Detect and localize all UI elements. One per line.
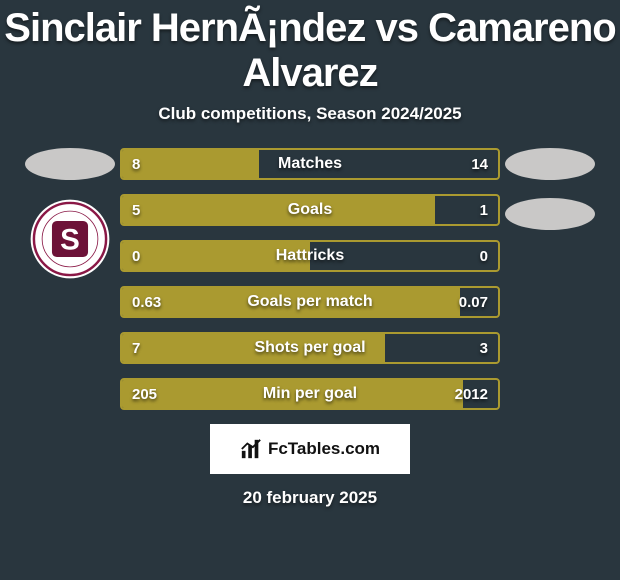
right-player-photo-placeholder [505, 148, 595, 180]
stat-bar-right-fill [435, 196, 498, 224]
comparison-panel: S Matches814 Goals51 Hattricks00 Goals per … [0, 142, 620, 410]
chart-icon [240, 438, 262, 460]
stat-row: Min per goal2052012 [120, 378, 500, 410]
stat-row: Hattricks00 [120, 240, 500, 272]
stat-bars: Matches814 Goals51 Hattricks00 Goals per ma… [120, 142, 500, 410]
page-subtitle: Club competitions, Season 2024/2025 [0, 98, 620, 142]
watermark: FcTables.com [210, 424, 410, 474]
stat-bar-left-fill [122, 150, 259, 178]
stat-bar-left-fill [122, 334, 385, 362]
stat-bar-left-fill [122, 242, 310, 270]
right-side [500, 142, 600, 410]
left-player-photo-placeholder [25, 148, 115, 180]
page-date: 20 february 2025 [0, 474, 620, 508]
stat-row: Goals51 [120, 194, 500, 226]
stat-bar-left-fill [122, 196, 435, 224]
left-side: S [20, 142, 120, 410]
right-club-badge-placeholder [505, 198, 595, 230]
stat-bar-right-fill [460, 288, 498, 316]
stat-bar-right-fill [310, 242, 498, 270]
stat-row: Goals per match0.630.07 [120, 286, 500, 318]
page-title: Sinclair HernÃ¡ndez vs Camareno Alvarez [0, 0, 620, 98]
stat-bar-right-fill [463, 380, 498, 408]
left-club-badge: S [29, 198, 111, 280]
stat-row: Shots per goal73 [120, 332, 500, 364]
stat-bar-left-fill [122, 380, 463, 408]
stat-bar-right-fill [259, 150, 498, 178]
stat-row: Matches814 [120, 148, 500, 180]
stat-bar-left-fill [122, 288, 460, 316]
stat-bar-right-fill [385, 334, 498, 362]
badge-letter: S [60, 224, 80, 257]
watermark-text: FcTables.com [268, 439, 380, 459]
